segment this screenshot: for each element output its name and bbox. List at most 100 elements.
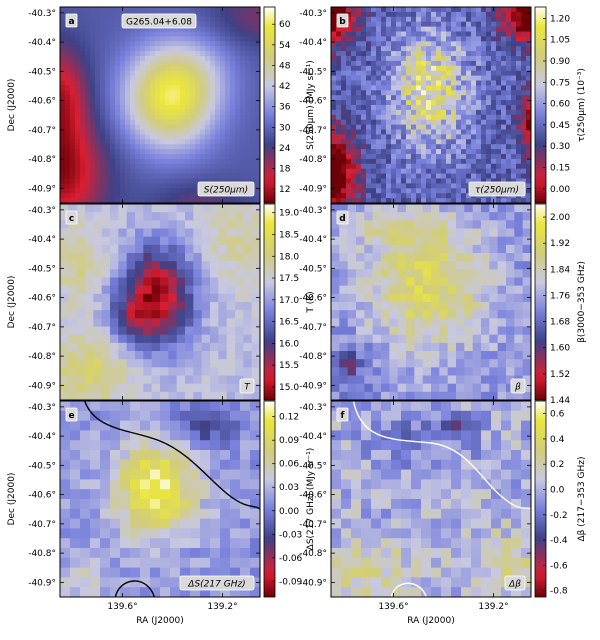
heatmap-cell [421,119,427,126]
heatmap-cell [356,85,362,91]
heatmap-cell [190,129,196,135]
heatmap-cell [472,277,482,287]
heatmap-cell [397,212,407,221]
heatmap-cell [245,95,251,101]
dec-tick-label: -40.8° [28,352,56,362]
heatmap-cell [200,70,206,77]
heatmap-cell [210,36,216,42]
heatmap-cell [526,26,531,33]
heatmap-cell [235,109,241,116]
heatmap-cell [110,508,121,520]
heatmap-cell [476,173,482,180]
heatmap-cell [439,269,449,279]
heatmap-cell [411,95,417,101]
heatmap-cell [115,56,121,62]
heatmap-cell [376,56,382,62]
heatmap-cell [456,7,462,13]
heatmap-cell [456,154,462,160]
heatmap-cell [441,36,447,42]
heatmap-cell [130,114,136,121]
heatmap-cell [126,342,136,352]
heatmap-cell [431,173,437,180]
heatmap-cell [105,193,111,199]
heatmap-cell [361,51,367,57]
heatmap-cell [356,124,362,131]
heatmap-cell [193,383,203,393]
heatmap-cell [210,310,219,319]
heatmap-cell [396,154,402,160]
heatmap-cell [235,119,241,126]
heatmap-cell [397,269,407,279]
heatmap-cell [386,188,392,194]
heatmap-cell [245,129,251,135]
heatmap-cell [446,119,452,126]
heatmap-cell [356,302,365,311]
heatmap-cell [150,548,161,559]
heatmap-cell [501,178,507,184]
heatmap-cell [230,85,236,91]
heatmap-cell [471,124,477,131]
heatmap-cell [516,134,522,140]
heatmap-cell [105,70,111,77]
heatmap-cell [230,95,236,101]
heatmap-cell [331,383,340,393]
heatmap-cell [230,538,241,549]
heatmap-cell [346,100,352,106]
heatmap-cell [160,119,166,126]
heatmap-cell [516,178,522,184]
heatmap-cell [100,31,106,37]
heatmap-cell [421,41,427,47]
heatmap-cell [486,114,492,121]
heatmap-cell [431,391,440,400]
heatmap-cell [516,124,522,131]
heatmap-cell [243,261,253,270]
heatmap-cell [255,75,260,82]
heatmap-cell [170,31,176,37]
heatmap-cell [497,383,507,393]
heatmap-cell [511,149,517,155]
heatmap-cell [356,204,365,213]
heatmap-cell [140,401,151,412]
heatmap-cell [68,367,78,377]
heatmap-cell [366,51,372,57]
heatmap-cell [471,109,477,116]
heatmap-cell [421,7,427,13]
heatmap-cell [120,420,131,431]
heatmap-cell [243,228,253,238]
heatmap-cell [481,36,487,42]
heatmap-cell [150,518,161,529]
heatmap-cell [205,16,211,23]
dec-tick-label: -40.8° [28,549,56,559]
heatmap-cell [160,342,169,352]
heatmap-cell [101,228,111,238]
heatmap-cell [447,310,457,319]
heatmap-cell [60,334,69,344]
heatmap-cell [441,109,447,116]
heatmap-cell [372,269,382,279]
heatmap-cell [95,16,101,23]
heatmap-cell [130,70,136,77]
heatmap-cell [118,277,128,287]
heatmap-cell [90,154,96,160]
heatmap-cell [361,178,367,184]
heatmap-cell [481,158,487,165]
heatmap-cell [414,342,424,352]
heatmap-cell [461,119,467,126]
heatmap-cell [522,285,531,295]
heatmap-cell [481,95,487,101]
heatmap-c [60,204,260,400]
heatmap-cell [110,129,116,135]
heatmap-cell [471,70,477,77]
dec-tick-label: -40.9° [28,578,56,588]
colorbar-tick-label: 2.00 [550,213,570,223]
heatmap-cell [521,46,527,52]
heatmap-cell [151,244,161,254]
heatmap-cell [160,351,169,360]
heatmap-cell [339,253,349,262]
heatmap-cell [481,244,490,254]
heatmap-cell [491,21,497,28]
heatmap-cell [210,548,221,559]
heatmap-cell [180,163,186,170]
heatmap-cell [381,367,390,377]
heatmap-cell [110,557,121,569]
